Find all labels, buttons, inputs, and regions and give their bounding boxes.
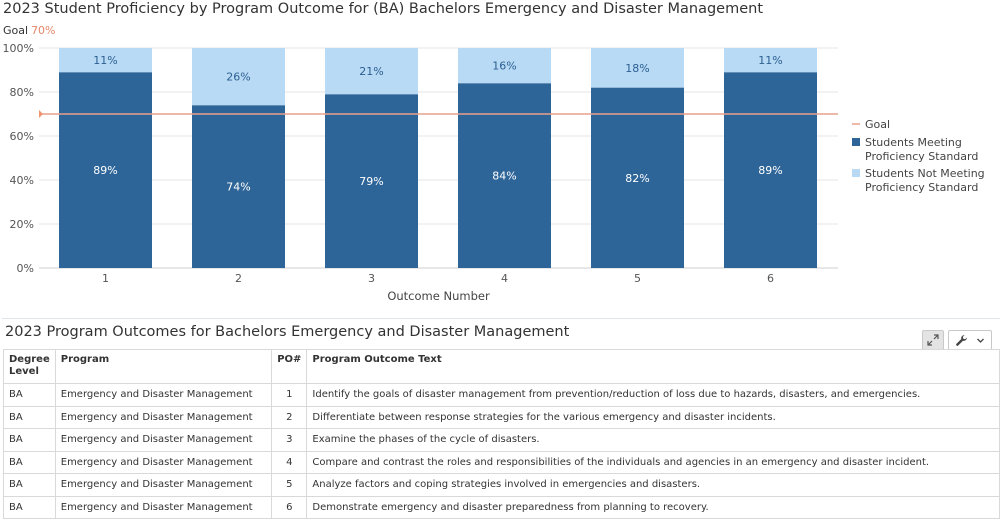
y-tick-label: 60% (10, 130, 34, 143)
table-header-row: Degree Level Program PO# Program Outcome… (3, 349, 1000, 384)
chart-title: 2023 Student Proficiency by Program Outc… (3, 1, 764, 17)
cell-degree-level: BA (3, 428, 56, 452)
cell-po-number: 6 (271, 495, 308, 519)
goal-marker-icon (39, 110, 43, 118)
cell-po-number: 1 (271, 383, 308, 407)
bar-meeting-standard (192, 105, 285, 268)
legend-meeting-label-line1: Students Meeting (865, 136, 962, 149)
stacked-bar-chart: 0% 20% 40% 60% 80% 100% 89% 11% 1 74% 26% 2 79% 21% 3 8… (3, 42, 985, 303)
data-label-not-meeting: 26% (226, 71, 250, 84)
data-label-meeting: 74% (226, 181, 250, 194)
bar-not-meeting-standard (724, 48, 817, 73)
data-label-not-meeting: 21% (359, 65, 383, 78)
data-label-not-meeting: 16% (492, 60, 516, 73)
wrench-icon (956, 334, 967, 346)
legend-meeting-swatch (852, 138, 860, 146)
cell-po-number: 5 (271, 473, 308, 497)
cell-program: Emergency and Disaster Management (54, 428, 273, 452)
cell-outcome-text: Compare and contrast the roles and respo… (306, 450, 1000, 474)
bar-not-meeting-standard (591, 48, 684, 88)
cell-degree-level: BA (3, 495, 56, 519)
bar-not-meeting-standard (59, 48, 152, 73)
goal-value: 70% (31, 24, 56, 37)
column-header-po-number: PO# (271, 349, 308, 384)
cell-program: Emergency and Disaster Management (54, 450, 273, 474)
data-label-meeting: 89% (758, 164, 782, 177)
cell-degree-level: BA (3, 450, 56, 474)
x-tick-label: 6 (767, 272, 774, 285)
cell-outcome-text: Analyze factors and coping strategies in… (306, 473, 1000, 497)
cell-outcome-text: Examine the phases of the cycle of disas… (306, 428, 1000, 452)
data-label-not-meeting: 11% (93, 54, 117, 67)
x-axis-title: Outcome Number (387, 289, 490, 303)
y-tick-label: 40% (10, 174, 34, 187)
expand-button[interactable] (922, 330, 944, 350)
table-row: BA Emergency and Disaster Management 6 D… (3, 495, 1000, 519)
cell-degree-level: BA (3, 405, 56, 429)
bar-meeting-standard (724, 72, 817, 268)
column-header-outcome-text: Program Outcome Text (306, 349, 1000, 384)
cell-po-number: 3 (271, 428, 308, 452)
cell-program: Emergency and Disaster Management (54, 383, 273, 407)
expand-icon (927, 334, 939, 346)
bar-not-meeting-standard (192, 48, 285, 106)
cell-outcome-text: Demonstrate emergency and disaster prepa… (306, 495, 1000, 519)
cell-outcome-text: Identify the goals of disaster managemen… (306, 383, 1000, 407)
cell-degree-level: BA (3, 473, 56, 497)
data-label-meeting: 84% (492, 170, 516, 183)
tools-menu-button[interactable] (948, 330, 992, 350)
table-row: BA Emergency and Disaster Management 5 A… (3, 473, 1000, 497)
program-outcomes-panel: 2023 Program Outcomes for Bachelors Emer… (2, 318, 1000, 522)
chevron-down-icon (977, 338, 984, 343)
table-title: 2023 Program Outcomes for Bachelors Emer… (5, 324, 570, 340)
column-header-program: Program (54, 349, 273, 384)
bar-meeting-standard (591, 87, 684, 268)
column-header-degree-level: Degree Level (3, 349, 56, 384)
cell-degree-level: BA (3, 383, 56, 407)
table-row: BA Emergency and Disaster Management 4 C… (3, 450, 1000, 474)
bar-not-meeting-standard (458, 48, 551, 84)
y-tick-label: 20% (10, 218, 34, 231)
y-tick-label: 80% (10, 86, 34, 99)
table-row: BA Emergency and Disaster Management 3 E… (3, 428, 1000, 452)
legend-not-meeting-label-line2: Proficiency Standard (865, 181, 978, 194)
cell-program: Emergency and Disaster Management (54, 495, 273, 519)
y-tick-label: 100% (3, 42, 34, 55)
goal-label-text: Goal (3, 24, 29, 37)
legend-not-meeting-label-line1: Students Not Meeting (865, 167, 985, 180)
bar-not-meeting-standard (325, 48, 418, 95)
cell-po-number: 2 (271, 405, 308, 429)
x-tick-label: 5 (634, 272, 641, 285)
table-row: BA Emergency and Disaster Management 2 D… (3, 405, 1000, 429)
data-label-meeting: 79% (359, 175, 383, 188)
x-tick-label: 4 (501, 272, 508, 285)
x-tick-label: 3 (368, 272, 375, 285)
cell-program: Emergency and Disaster Management (54, 405, 273, 429)
x-tick-label: 2 (235, 272, 242, 285)
y-tick-label: 0% (17, 262, 34, 275)
outcomes-table: Degree Level Program PO# Program Outcome… (3, 349, 1000, 519)
legend-goal-label: Goal (865, 118, 890, 131)
data-label-not-meeting: 11% (758, 54, 782, 67)
cell-outcome-text: Differentiate between response strategie… (306, 405, 1000, 429)
x-tick-label: 1 (102, 272, 109, 285)
legend-not-meeting-swatch (852, 169, 860, 177)
legend-meeting-label-line2: Proficiency Standard (865, 150, 978, 163)
table-row: BA Emergency and Disaster Management 1 I… (3, 383, 1000, 407)
data-label-not-meeting: 18% (625, 62, 649, 75)
cell-program: Emergency and Disaster Management (54, 473, 273, 497)
data-label-meeting: 82% (625, 172, 649, 185)
bar-meeting-standard (59, 72, 152, 268)
goal-label: Goal 70% (3, 24, 56, 37)
cell-po-number: 4 (271, 450, 308, 474)
bar-meeting-standard (325, 94, 418, 268)
data-label-meeting: 89% (93, 164, 117, 177)
